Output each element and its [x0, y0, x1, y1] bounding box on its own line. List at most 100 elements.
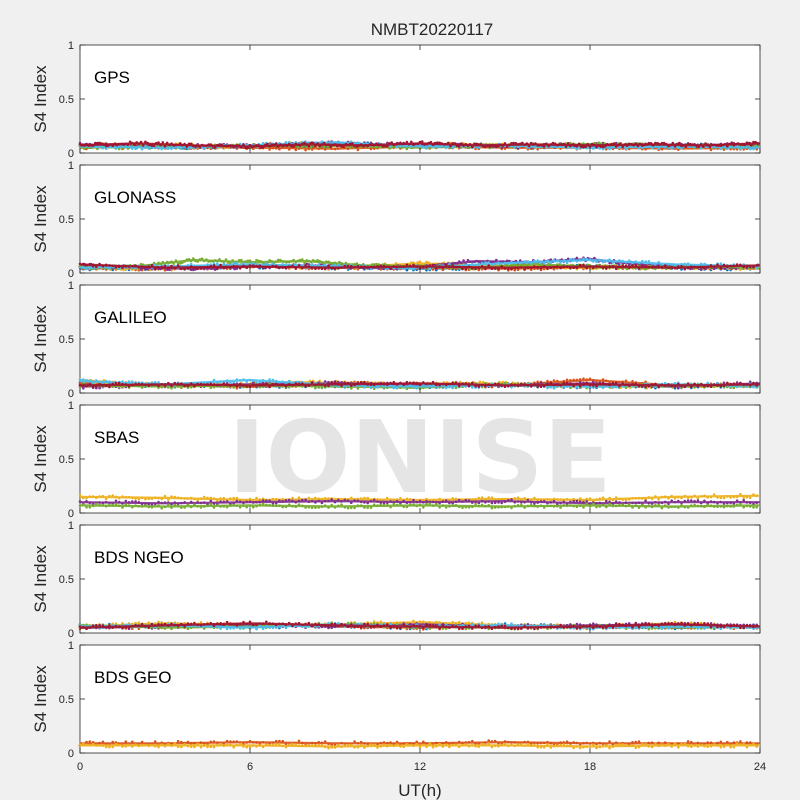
data-point	[134, 382, 137, 386]
data-point	[673, 384, 677, 388]
data-point	[444, 263, 448, 267]
data-point	[431, 384, 435, 388]
data-point	[542, 265, 546, 268]
data-point	[386, 265, 389, 269]
data-point	[235, 144, 239, 147]
panel-label: GALILEO	[94, 308, 167, 327]
data-point	[211, 145, 215, 148]
data-point	[451, 381, 455, 385]
data-point	[107, 144, 110, 147]
data-point	[307, 265, 311, 268]
data-point	[399, 141, 402, 145]
data-point	[268, 144, 271, 148]
data-point	[238, 382, 242, 386]
data-point	[556, 383, 559, 387]
data-point	[505, 145, 509, 148]
data-point	[559, 145, 562, 148]
data-point	[355, 262, 359, 265]
data-point	[271, 378, 275, 382]
data-point	[356, 148, 360, 152]
data-point	[291, 383, 294, 387]
data-point	[160, 383, 163, 386]
data-point	[677, 265, 680, 268]
data-point	[135, 141, 138, 144]
data-point	[183, 384, 186, 388]
data-point	[91, 265, 95, 268]
data-point	[627, 266, 631, 270]
data-point	[730, 141, 733, 144]
data-point	[278, 383, 281, 387]
data-point	[337, 147, 340, 150]
data-point	[487, 383, 491, 386]
data-point	[405, 140, 409, 144]
data-point	[732, 145, 736, 149]
data-point	[545, 142, 548, 146]
data-point	[631, 264, 634, 267]
data-point	[287, 142, 291, 146]
data-point	[346, 264, 350, 268]
data-point	[575, 386, 579, 389]
data-point	[585, 266, 588, 270]
data-point	[346, 143, 350, 147]
data-point	[161, 141, 165, 144]
data-point	[539, 381, 543, 385]
data-point	[141, 263, 145, 267]
data-point	[601, 260, 605, 264]
data-point	[405, 147, 409, 151]
data-point	[111, 382, 114, 386]
data-point	[196, 382, 199, 386]
data-point	[428, 382, 432, 385]
data-point	[565, 265, 569, 269]
data-point	[533, 259, 536, 263]
data-point	[726, 145, 729, 148]
data-point	[565, 261, 569, 265]
data-point	[337, 383, 340, 386]
data-point	[638, 142, 642, 146]
data-point	[281, 266, 285, 269]
data-point	[392, 265, 396, 268]
data-point	[88, 383, 92, 386]
data-point	[356, 141, 360, 144]
data-point	[240, 258, 243, 262]
data-point	[634, 142, 638, 146]
data-point	[742, 145, 745, 149]
data-point	[183, 497, 186, 500]
data-point	[323, 267, 327, 271]
data-point	[101, 146, 105, 150]
data-point	[752, 381, 755, 385]
data-point	[578, 381, 582, 384]
data-point	[376, 265, 379, 268]
data-point	[650, 146, 654, 150]
data-point	[610, 142, 614, 146]
data-point	[271, 262, 275, 266]
data-point	[180, 496, 183, 500]
data-point	[624, 383, 628, 386]
data-point	[255, 383, 258, 387]
data-point	[569, 258, 572, 261]
data-point	[608, 383, 611, 387]
data-point	[438, 141, 441, 145]
data-point	[189, 385, 193, 389]
data-point	[595, 260, 598, 264]
data-point	[673, 382, 677, 385]
data-point	[480, 261, 484, 265]
data-point	[399, 265, 402, 268]
data-point	[147, 265, 150, 268]
data-point	[165, 141, 169, 145]
data-point	[542, 384, 546, 388]
data-point	[330, 382, 334, 385]
data-point	[252, 383, 255, 387]
data-point	[670, 146, 673, 150]
data-point	[189, 496, 193, 500]
data-point	[209, 264, 213, 268]
data-point	[322, 146, 326, 149]
data-point	[290, 144, 293, 148]
data-point	[559, 384, 562, 387]
data-point	[617, 143, 620, 147]
data-point	[752, 147, 755, 151]
data-point	[196, 144, 199, 148]
data-point	[294, 263, 298, 266]
data-point	[415, 386, 419, 390]
data-point	[539, 267, 543, 270]
data-point	[173, 495, 177, 499]
